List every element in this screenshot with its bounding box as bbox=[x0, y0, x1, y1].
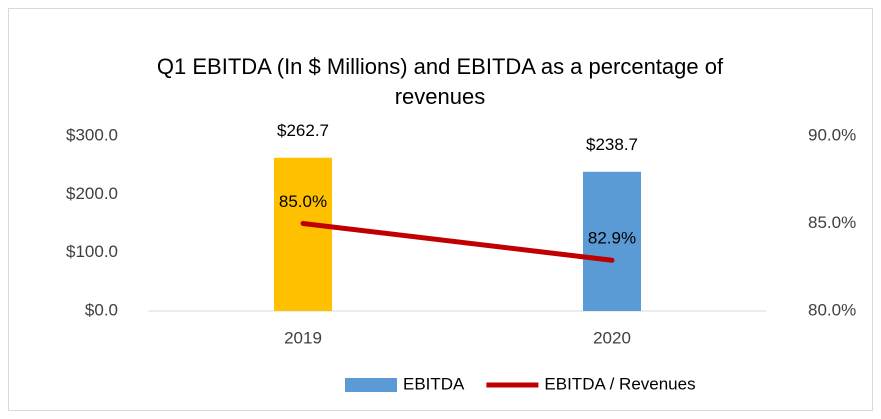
data-label: $262.7 bbox=[277, 121, 329, 140]
y2-tick-label: 80.0% bbox=[808, 300, 856, 319]
y-tick-label: $300.0 bbox=[66, 125, 118, 144]
legend-label: EBITDA / Revenues bbox=[544, 374, 695, 393]
line bbox=[300, 221, 615, 263]
y2-tick-label: 90.0% bbox=[808, 125, 856, 144]
data-label: $238.7 bbox=[586, 135, 638, 154]
chart-title: Q1 EBITDA (In $ Millions) and EBITDA as … bbox=[157, 54, 724, 109]
legend-label: EBITDA bbox=[403, 374, 465, 393]
chart-border bbox=[8, 8, 873, 411]
x-tick-label: 2020 bbox=[593, 328, 631, 347]
y-tick-label: $0.0 bbox=[85, 300, 118, 319]
bar bbox=[274, 157, 332, 311]
y2-tick-label: 85.0% bbox=[808, 213, 856, 232]
bar bbox=[583, 171, 641, 311]
x-tick-label: 2019 bbox=[284, 328, 322, 347]
y-tick-label: $100.0 bbox=[66, 242, 118, 261]
data-label: 82.9% bbox=[588, 229, 636, 248]
legend-swatch bbox=[345, 378, 397, 392]
y-tick-label: $200.0 bbox=[66, 184, 118, 203]
data-label: 85.0% bbox=[279, 192, 327, 211]
